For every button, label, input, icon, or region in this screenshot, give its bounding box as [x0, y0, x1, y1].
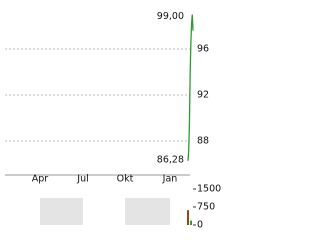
y-tick-label: 750: [197, 202, 215, 213]
x-tick-label: Jan: [162, 174, 178, 185]
min-label: 86,28: [157, 154, 184, 165]
volume-bar: [190, 220, 192, 225]
band: [125, 198, 170, 225]
chart: 88 92 96 Apr Jul Okt Jan 86,28 99,00 0 750 1500: [5, 11, 221, 231]
y-tick-label: 96: [197, 44, 209, 55]
x-tick-label: Apr: [32, 174, 49, 185]
max-label: 99,00: [157, 11, 184, 22]
band: [40, 198, 83, 225]
y-tick-label: 0: [197, 220, 203, 231]
volume-bar: [187, 210, 189, 225]
y-tick-label: 88: [197, 136, 209, 147]
x-tick-label: Jul: [76, 174, 88, 185]
y-tick-label: 92: [197, 90, 209, 101]
price-line: [187, 14, 194, 161]
x-tick-label: Okt: [117, 174, 134, 185]
y-tick-label: 1500: [197, 184, 221, 195]
